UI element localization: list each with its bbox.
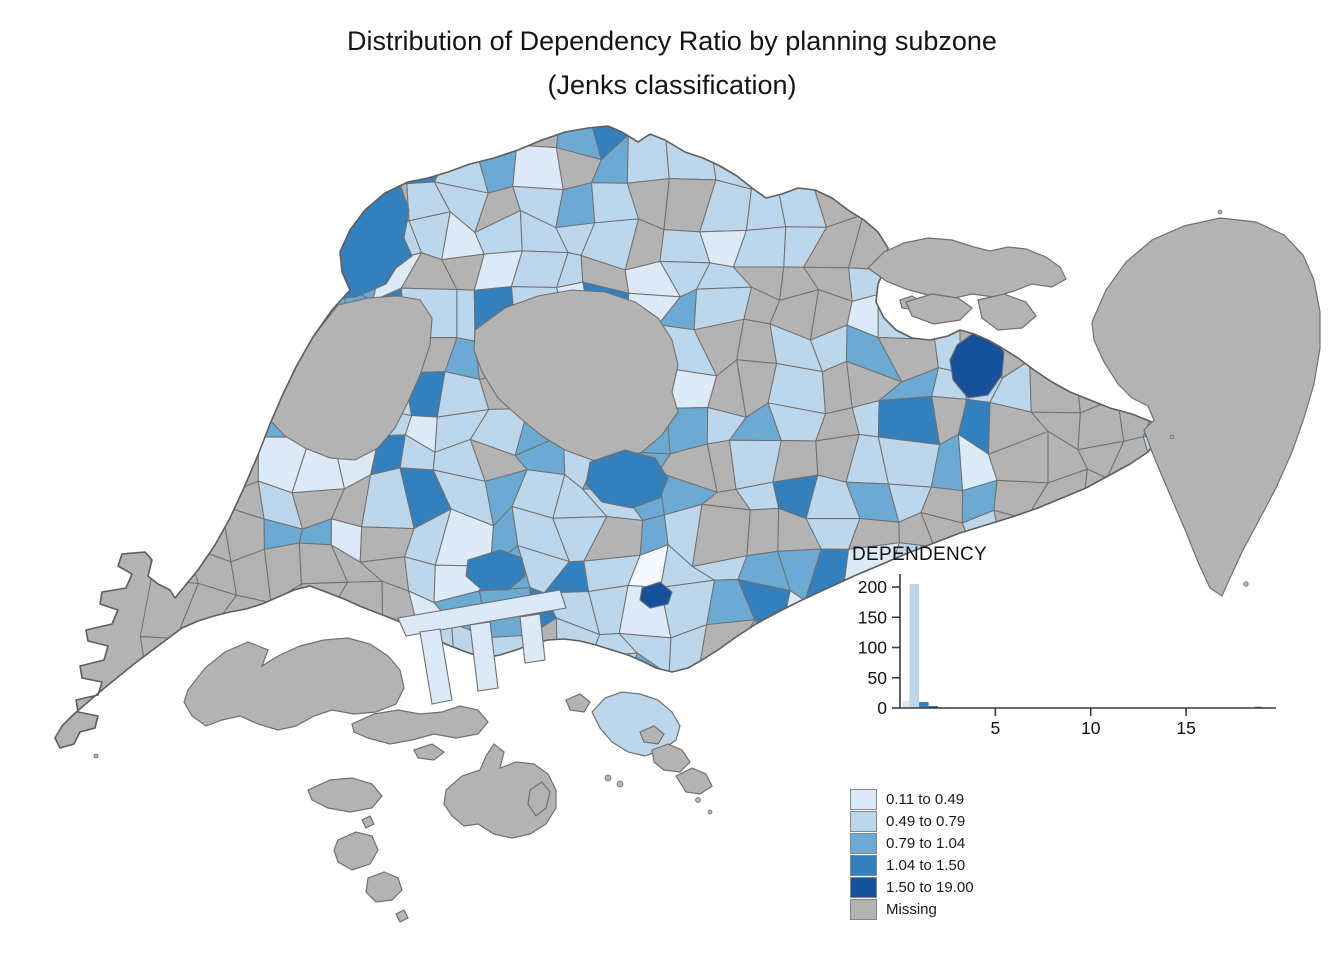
legend-label: 1.04 to 1.50 bbox=[886, 856, 966, 874]
zone-western-catchment bbox=[269, 295, 433, 461]
y-tick-label: 0 bbox=[877, 698, 887, 718]
subzone bbox=[1082, 468, 1108, 517]
subzone bbox=[744, 134, 777, 191]
legend-label: 0.79 to 1.04 bbox=[886, 834, 966, 852]
islet-dot bbox=[1169, 434, 1175, 440]
island-south-6 bbox=[333, 831, 379, 871]
subzone bbox=[626, 134, 670, 184]
island-south-7 bbox=[365, 871, 403, 903]
subzone-port-pier bbox=[397, 589, 567, 637]
legend-swatch bbox=[850, 876, 877, 898]
y-tick-label: 200 bbox=[858, 577, 887, 597]
islet-dot bbox=[1217, 209, 1223, 215]
subzone-port-pier bbox=[469, 621, 499, 692]
legend-item: 0.11 to 0.49 bbox=[850, 788, 1320, 810]
island-south-1 bbox=[351, 705, 489, 745]
islet-dot bbox=[93, 753, 99, 759]
x-tick-label: 5 bbox=[990, 718, 1000, 738]
y-tick-label: 150 bbox=[858, 607, 887, 627]
islet-dot bbox=[707, 809, 713, 815]
island-ubin bbox=[867, 237, 1067, 300]
subzone-port-pier bbox=[419, 628, 453, 705]
subzone bbox=[290, 229, 348, 260]
island-coney-west bbox=[905, 293, 973, 325]
island-south-4 bbox=[443, 743, 557, 839]
legend-items: 0.11 to 0.49 0.49 to 0.79 0.79 to 1.04 1.04… bbox=[850, 788, 1320, 920]
legend-label: 1.50 to 19.00 bbox=[886, 878, 974, 896]
subzone bbox=[877, 395, 941, 446]
subzone bbox=[456, 288, 476, 342]
legend-item: 1.50 to 19.00 bbox=[850, 876, 1320, 898]
subzone bbox=[297, 581, 349, 627]
figure-title: Distribution of Dependency Ratio by plan… bbox=[0, 26, 1344, 101]
islet-dot bbox=[616, 780, 624, 788]
histogram-bar bbox=[928, 706, 939, 708]
subzone-south-blue bbox=[465, 549, 526, 591]
zone-central-catchment bbox=[473, 289, 679, 463]
legend-swatch bbox=[850, 810, 877, 832]
legend-label: Missing bbox=[886, 900, 937, 918]
legend-item: 1.04 to 1.50 bbox=[850, 854, 1320, 876]
island-coney-east bbox=[977, 293, 1037, 331]
subzone bbox=[257, 340, 301, 375]
figure-title-line1: Distribution of Dependency Ratio by plan… bbox=[347, 26, 997, 56]
islet-dot bbox=[604, 774, 612, 782]
legend-swatch bbox=[850, 832, 877, 854]
subzone-highest-class-city bbox=[639, 581, 673, 609]
legend-title: DEPENDENCY bbox=[852, 544, 987, 565]
histogram-bar bbox=[909, 584, 919, 708]
island-south-5 bbox=[527, 781, 551, 817]
y-tick-label: 50 bbox=[868, 668, 888, 688]
subzone bbox=[139, 635, 196, 677]
subzone bbox=[745, 176, 787, 231]
legend-swatch bbox=[850, 854, 877, 876]
histogram-bar bbox=[902, 700, 910, 708]
histogram-bar bbox=[919, 702, 929, 708]
islet-dot bbox=[1243, 581, 1249, 587]
subzone bbox=[877, 436, 941, 488]
island-south-2 bbox=[413, 743, 446, 761]
island-jurong bbox=[183, 637, 405, 731]
subzone bbox=[512, 144, 564, 191]
subzone bbox=[746, 507, 780, 557]
island-tekong bbox=[1091, 217, 1321, 597]
coastline bbox=[54, 125, 1161, 749]
subzone-port-pier bbox=[519, 613, 546, 664]
island-se-1 bbox=[639, 725, 665, 745]
legend-swatch bbox=[850, 898, 877, 920]
legend-panel: DEPENDENCY 0 50 100 150 200 5 10 15 0.11 to 0.4… bbox=[840, 544, 1320, 920]
x-tick-label: 10 bbox=[1081, 718, 1101, 738]
legend-item: Missing bbox=[850, 898, 1320, 920]
legend-swatch bbox=[850, 788, 877, 810]
island-south-3 bbox=[307, 777, 383, 813]
legend-label: 0.11 to 0.49 bbox=[886, 790, 965, 808]
subzone bbox=[664, 134, 717, 181]
legend-item: 0.79 to 1.04 bbox=[850, 832, 1320, 854]
island-south-9 bbox=[361, 815, 375, 829]
island-near-sentosa bbox=[565, 693, 591, 713]
subzone-central-blue bbox=[585, 449, 669, 509]
figure-title-line2: (Jenks classification) bbox=[547, 70, 797, 100]
subzone bbox=[1029, 359, 1081, 414]
subzone bbox=[183, 505, 232, 563]
x-tick-label: 15 bbox=[1176, 718, 1195, 738]
legend-label: 0.49 to 0.79 bbox=[886, 812, 966, 830]
subzone bbox=[358, 146, 408, 185]
island-se-2 bbox=[651, 743, 691, 773]
subzone-mosaic bbox=[139, 126, 1160, 706]
island-se-3 bbox=[675, 767, 713, 795]
island-south-8 bbox=[395, 909, 409, 923]
y-tick-label: 100 bbox=[858, 638, 887, 658]
islet-dot bbox=[695, 797, 701, 803]
subzone bbox=[698, 619, 756, 672]
legend-histogram: 0 50 100 150 200 5 10 15 bbox=[858, 574, 1276, 738]
legend-item: 0.49 to 0.79 bbox=[850, 810, 1320, 832]
subzone bbox=[263, 542, 302, 604]
